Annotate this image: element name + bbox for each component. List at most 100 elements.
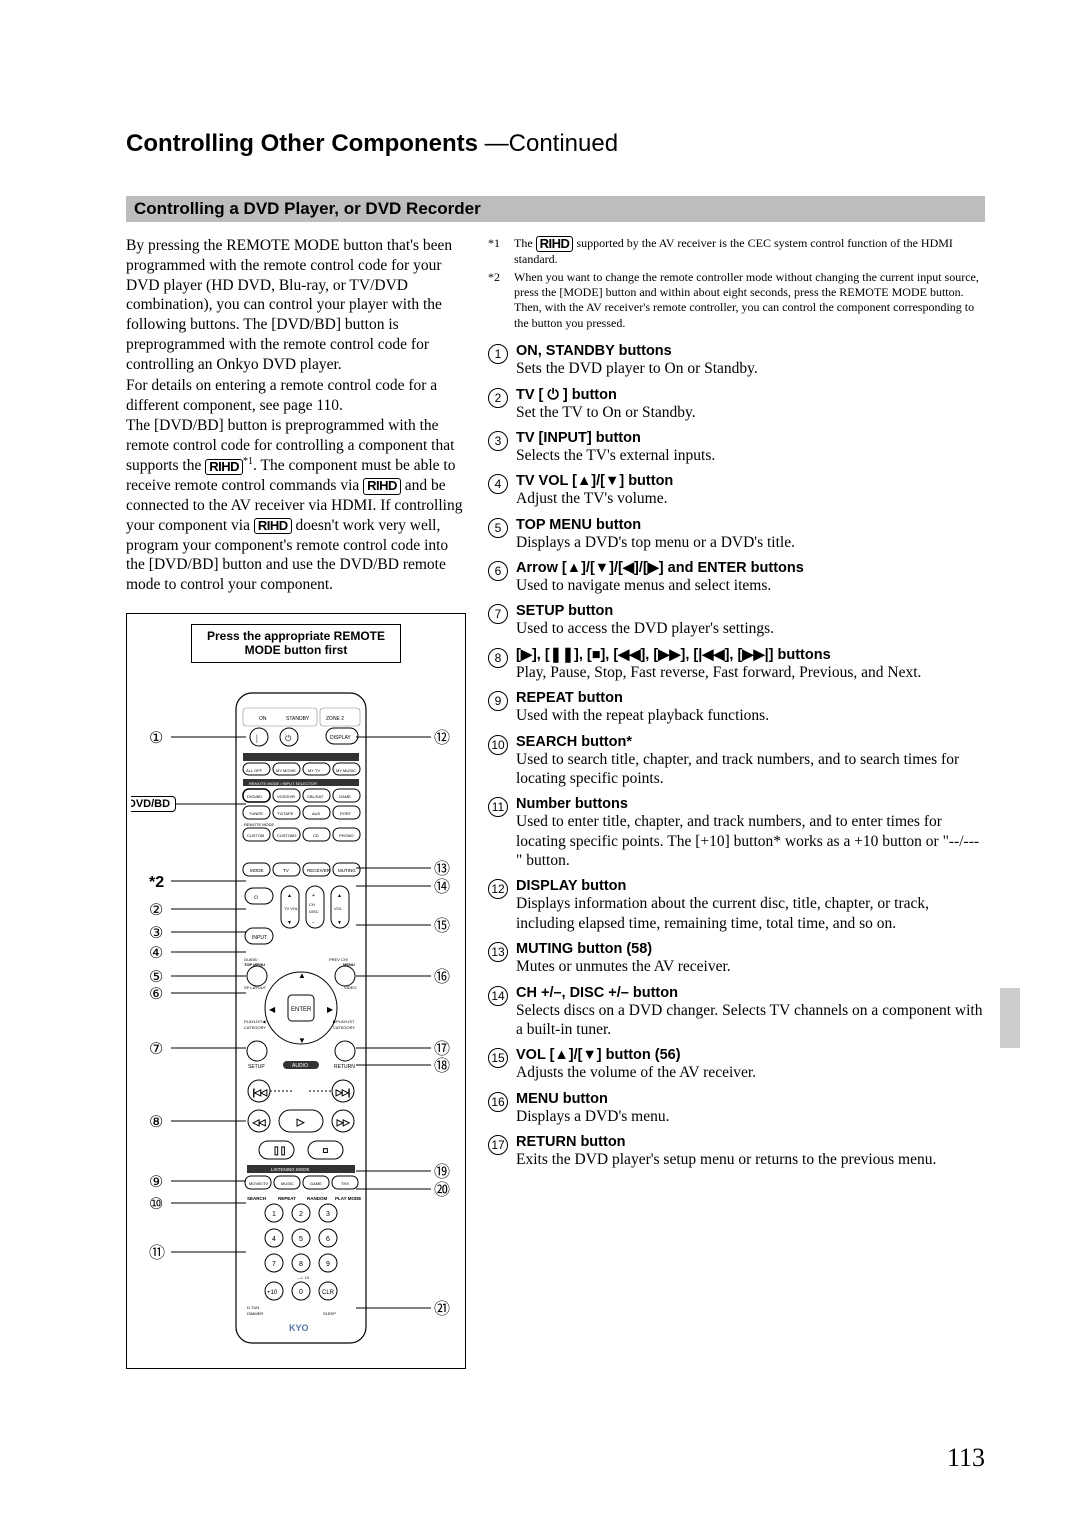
svg-text:8: 8: [299, 1261, 303, 1268]
item-heading: TV VOL [▲]/[▼] button: [516, 473, 985, 489]
item-heading: RETURN button: [516, 1134, 985, 1150]
svg-text:⏻: ⏻: [285, 734, 292, 743]
item-heading: CH +/–, DISC +/– button: [516, 985, 985, 1001]
svg-text:INPUT: INPUT: [252, 935, 267, 941]
intro-text: By pressing the REMOTE MODE button that'…: [126, 236, 466, 595]
svg-text:SLEEP: SLEEP: [323, 1311, 336, 1316]
item-heading: MENU button: [516, 1091, 985, 1107]
rihd-logo-icon: RIHD: [363, 478, 401, 494]
item-heading: TV [ ⏻ ] button: [516, 387, 985, 403]
svg-text:▲: ▲: [287, 893, 292, 899]
svg-text:TUNER: TUNER: [249, 811, 263, 816]
item-row: 11 Number buttons Used to enter title, c…: [488, 796, 985, 870]
item-heading: Number buttons: [516, 796, 985, 812]
rihd-logo-icon: RIHD: [254, 518, 292, 534]
item-number: 16: [488, 1092, 508, 1112]
remote-diagram: Press the appropriate REMOTE MODE button…: [126, 613, 466, 1369]
svg-text:CH: CH: [309, 902, 315, 907]
item-desc: Used with the repeat playback functions.: [516, 706, 985, 725]
svg-text:◀◀: ◀◀: [253, 1118, 266, 1127]
svg-text:RANDOM: RANDOM: [307, 1196, 327, 1201]
svg-text:TV VOL: TV VOL: [284, 906, 299, 911]
svg-text:⑱: ⑱: [434, 1057, 450, 1075]
svg-text:VCR/DVR: VCR/DVR: [277, 794, 295, 799]
item-number: 1: [488, 344, 508, 364]
svg-text:REPEAT: REPEAT: [278, 1196, 296, 1201]
svg-text:MY TV: MY TV: [308, 768, 320, 773]
item-desc: Set the TV to On or Standby.: [516, 403, 985, 422]
item-row: 8 [▶], [❚❚], [■], [◀◀], [▶▶], [|◀◀], [▶▶…: [488, 647, 985, 682]
svg-text:CATEGORY: CATEGORY: [244, 1025, 266, 1030]
item-number: 14: [488, 986, 508, 1006]
item-row: 16 MENU button Displays a DVD's menu.: [488, 1091, 985, 1126]
note2-label: *2: [488, 270, 508, 331]
svg-text:AUX: AUX: [312, 811, 321, 816]
svg-text:⑰: ⑰: [434, 1040, 450, 1058]
svg-text:⑥: ⑥: [149, 986, 163, 1003]
svg-text:1: 1: [272, 1211, 276, 1218]
svg-text:▼: ▼: [337, 920, 342, 926]
item-heading: DISPLAY button: [516, 878, 985, 894]
item-row: 3 TV [INPUT] button Selects the TV's ext…: [488, 430, 985, 465]
item-desc: Play, Pause, Stop, Fast reverse, Fast fo…: [516, 663, 985, 682]
svg-text:DISPLAY: DISPLAY: [330, 735, 351, 741]
svg-text:0: 0: [299, 1289, 303, 1296]
svg-text:MY MUSIC: MY MUSIC: [336, 768, 356, 773]
svg-text:ALL OFF: ALL OFF: [246, 768, 263, 773]
svg-text:⑩: ⑩: [149, 1196, 163, 1213]
svg-text:DVD/BD: DVD/BD: [247, 794, 262, 799]
page-title: Controlling Other Components —Continued: [126, 130, 985, 158]
page-number: 113: [947, 1443, 985, 1473]
svg-text:KYO: KYO: [289, 1323, 309, 1333]
rihd-logo-icon: RIHD: [536, 236, 574, 252]
item-heading: ON, STANDBY buttons: [516, 343, 985, 359]
rihd-logo-icon: RIHD: [205, 459, 243, 475]
svg-text:CBL/SAT: CBL/SAT: [307, 794, 324, 799]
svg-text:+: +: [312, 893, 315, 899]
svg-text:⑯: ⑯: [434, 968, 450, 986]
svg-text:9: 9: [326, 1261, 330, 1268]
item-row: 5 TOP MENU button Displays a DVD's top m…: [488, 517, 985, 552]
svg-text:VIDEO: VIDEO: [344, 985, 356, 990]
item-desc: Sets the DVD player to On or Standby.: [516, 359, 985, 378]
svg-text:PORT: PORT: [340, 811, 352, 816]
svg-text:REMOTE MODE / INPUT SELECTOR: REMOTE MODE / INPUT SELECTOR: [249, 781, 317, 786]
item-number: 2: [488, 388, 508, 408]
right-column: *1 The RIHD supported by the AV receiver…: [488, 236, 985, 1369]
svg-text:❚❚: ❚❚: [273, 1146, 286, 1155]
svg-text:MOVIE/TV: MOVIE/TV: [249, 1181, 268, 1186]
title-main: Controlling Other Components: [126, 130, 478, 157]
svg-text:⑮: ⑮: [434, 917, 450, 935]
item-desc: Displays information about the current d…: [516, 894, 985, 933]
content-columns: By pressing the REMOTE MODE button that'…: [126, 236, 985, 1369]
item-heading: SEARCH button*: [516, 734, 985, 750]
note1-text: The RIHD supported by the AV receiver is…: [514, 236, 985, 268]
item-row: 4 TV VOL [▲]/[▼] button Adjust the TV's …: [488, 473, 985, 508]
svg-text:GAME: GAME: [310, 1181, 322, 1186]
svg-text:AUDIO: AUDIO: [292, 1063, 308, 1069]
svg-text:MUTING: MUTING: [338, 868, 356, 873]
svg-text:⑧: ⑧: [149, 1114, 163, 1131]
svg-text:ON: ON: [259, 716, 267, 722]
item-desc: Adjust the TV's volume.: [516, 489, 985, 508]
svg-text:■: ■: [323, 1146, 328, 1155]
item-heading: VOL [▲]/[▼] button (56): [516, 1047, 985, 1063]
button-descriptions: 1 ON, STANDBY buttons Sets the DVD playe…: [488, 343, 985, 1169]
section-heading: Controlling a DVD Player, or DVD Recorde…: [126, 196, 985, 222]
svg-text:CUSTOM2: CUSTOM2: [277, 833, 297, 838]
item-row: 1 ON, STANDBY buttons Sets the DVD playe…: [488, 343, 985, 378]
intro-p2: For details on entering a remote control…: [126, 376, 466, 416]
svg-text:MY MOVIE: MY MOVIE: [276, 768, 296, 773]
item-row: 2 TV [ ⏻ ] button Set the TV to On or St…: [488, 387, 985, 422]
item-heading: [▶], [❚❚], [■], [◀◀], [▶▶], [|◀◀], [▶▶|]…: [516, 647, 985, 663]
svg-text:CUSTOM: CUSTOM: [247, 833, 264, 838]
remote-hint: Press the appropriate REMOTE MODE button…: [191, 624, 401, 663]
svg-text:|◀◀: |◀◀: [253, 1088, 268, 1097]
item-heading: MUTING button (58): [516, 941, 985, 957]
svg-text:▼: ▼: [287, 920, 292, 926]
svg-text:①: ①: [149, 730, 163, 747]
footnotes: *1 The RIHD supported by the AV receiver…: [488, 236, 985, 331]
svg-text:③: ③: [149, 925, 163, 942]
svg-text:▶PLAYLIST: ▶PLAYLIST: [333, 1019, 355, 1024]
note1-label: *1: [488, 236, 508, 268]
